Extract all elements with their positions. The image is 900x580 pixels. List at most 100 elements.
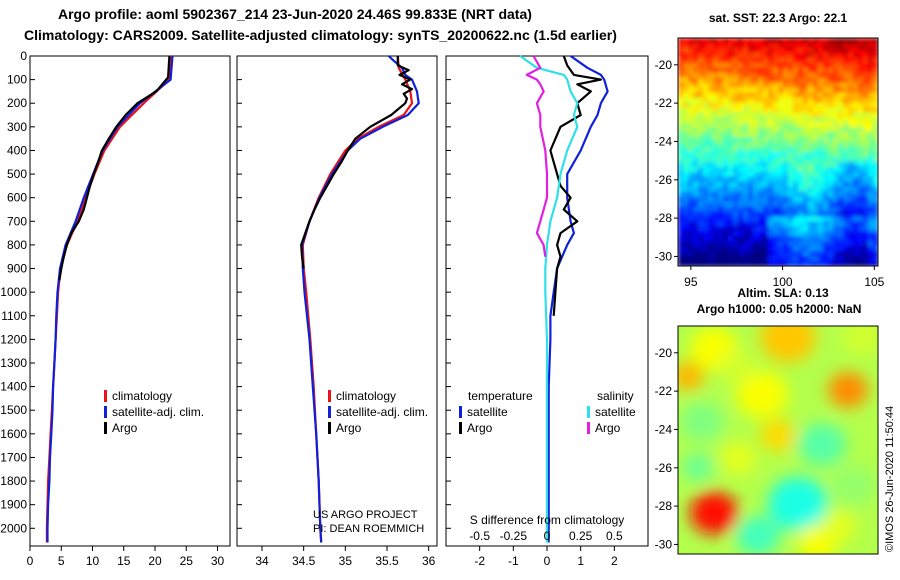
sst-cell [748, 221, 754, 227]
sst-cell [823, 191, 829, 198]
sst-cell [723, 176, 729, 183]
sst-cell [748, 77, 754, 84]
sst-cell [818, 256, 824, 262]
sst-cell [723, 186, 729, 193]
sst-cell [718, 226, 724, 232]
sst-cell [703, 137, 709, 143]
sst-cell [698, 156, 704, 163]
sst-cell [873, 236, 878, 242]
sst-cell [828, 92, 834, 99]
title-line-2: Climatology: CARS2009. Satellite-adjuste… [24, 27, 617, 43]
sst-cell [823, 211, 829, 218]
sst-cell [848, 82, 854, 89]
sst-cell [683, 201, 689, 208]
sst-cell [728, 57, 734, 64]
sst-cell [838, 38, 844, 44]
sst-cell [768, 206, 774, 213]
sst-cell [758, 176, 764, 183]
sst-cell [833, 236, 839, 242]
sst-cell [838, 102, 844, 108]
sst-cell [683, 132, 689, 138]
sst-cell [758, 92, 764, 99]
sst-cell [858, 87, 864, 94]
sst-cell [868, 137, 874, 143]
sst-cell [778, 122, 784, 128]
sst-cell [808, 191, 814, 198]
sst-cell [688, 236, 694, 242]
sst-cell [728, 186, 734, 193]
sst-cell [853, 132, 859, 138]
temperature-profile-legend-label: Argo [112, 421, 138, 435]
sst-cell [728, 102, 734, 108]
sst-cell [773, 107, 779, 113]
sst-cell [803, 127, 809, 133]
sst-cell [783, 251, 789, 257]
sst-cell [748, 181, 754, 188]
sst-cell [738, 256, 744, 262]
sst-cell [713, 117, 719, 123]
sst-cell [713, 92, 719, 99]
sst-cell [848, 92, 854, 99]
sst-cell [783, 236, 789, 242]
sst-cell [813, 67, 819, 74]
sst-cell [833, 82, 839, 89]
sst-cell [713, 161, 719, 168]
sst-cell [723, 196, 729, 203]
sst-cell [803, 181, 809, 188]
sst-cell [773, 92, 779, 99]
sst-cell [798, 102, 804, 108]
sst-cell [683, 142, 689, 148]
sst-cell [723, 147, 729, 153]
sst-cell [763, 117, 769, 123]
sst-cell [833, 97, 839, 104]
sst-cell [783, 117, 789, 123]
sst-cell [873, 186, 878, 193]
sst-cell [708, 38, 714, 44]
sst-cell [828, 256, 834, 262]
sst-cell [873, 176, 878, 183]
sst-cell [788, 102, 794, 108]
sst-cell [728, 142, 734, 148]
sst-cell [833, 201, 839, 208]
sst-cell [703, 132, 709, 138]
sst-cell [873, 256, 878, 262]
sst-cell [678, 251, 684, 257]
sst-cell [738, 137, 744, 143]
sst-cell [793, 72, 799, 79]
sst-cell [823, 142, 829, 148]
sst-cell [833, 87, 839, 94]
sst-cell [808, 112, 814, 118]
sst-cell [823, 166, 829, 173]
sst-cell [863, 241, 869, 247]
sst-cell [793, 256, 799, 262]
sst-cell [833, 156, 839, 163]
sst-cell [683, 216, 689, 222]
sst-cell [788, 221, 794, 227]
sst-cell [698, 102, 704, 108]
sst-cell [688, 47, 694, 54]
sst-cell [683, 107, 689, 113]
sst-cell [723, 171, 729, 178]
sst-cell [708, 161, 714, 168]
sst-cell [713, 166, 719, 173]
sst-cell [688, 196, 694, 203]
sst-map-ytick-label: -20 [655, 58, 673, 72]
sst-cell [703, 92, 709, 99]
sst-cell [788, 132, 794, 138]
sst-cell [693, 186, 699, 193]
sst-cell [838, 137, 844, 143]
sst-cell [718, 161, 724, 168]
sst-cell [693, 117, 699, 123]
sst-cell [678, 137, 684, 143]
sst-cell [718, 92, 724, 99]
sst-cell [858, 161, 864, 168]
sst-cell [738, 226, 744, 232]
sst-cell [848, 38, 854, 44]
sst-cell [813, 231, 819, 237]
sst-cell [858, 216, 864, 222]
salinity-profile-frame [236, 55, 438, 547]
sst-cell [803, 241, 809, 247]
sst-cell [813, 102, 819, 108]
sst-cell [783, 171, 789, 178]
sst-cell [838, 201, 844, 208]
